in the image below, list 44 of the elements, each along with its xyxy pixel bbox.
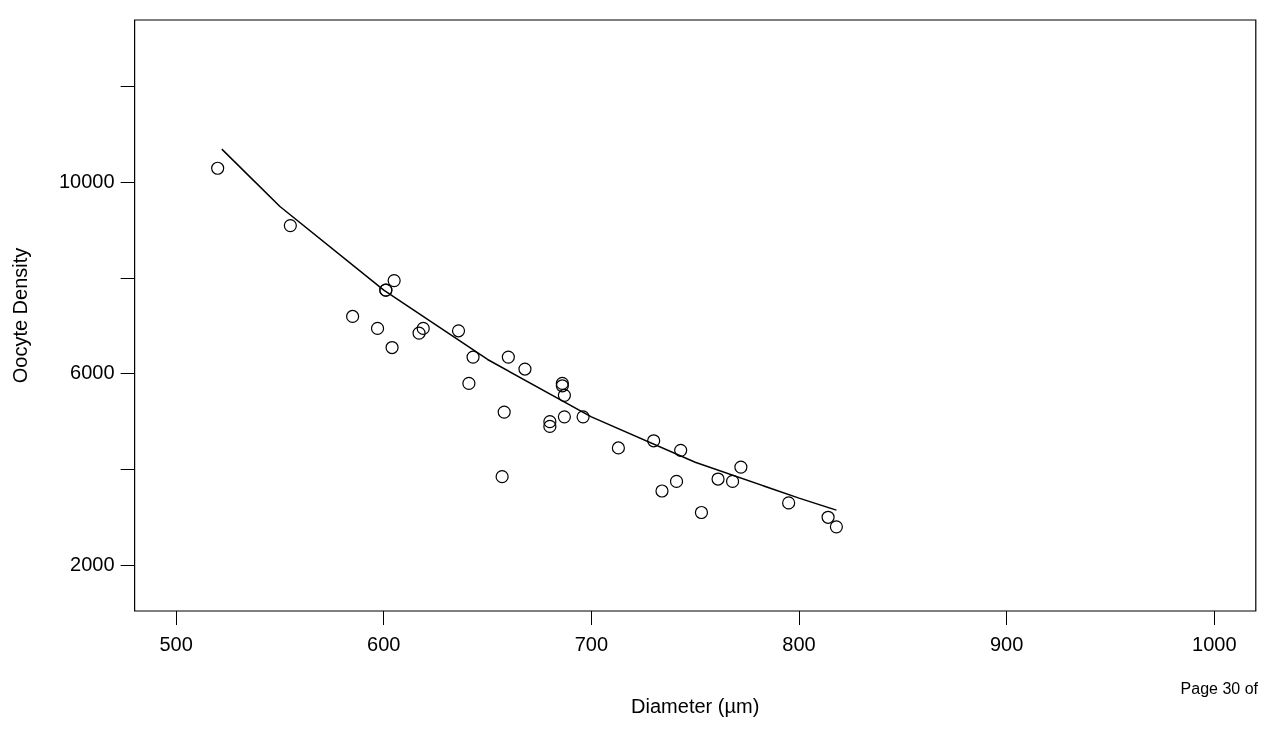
point bbox=[557, 410, 571, 424]
point bbox=[725, 474, 740, 489]
x-tick-label: 600 bbox=[367, 632, 401, 655]
point bbox=[501, 350, 515, 364]
point bbox=[370, 321, 385, 336]
point bbox=[346, 309, 360, 324]
point bbox=[674, 443, 688, 457]
point bbox=[416, 321, 430, 336]
point bbox=[829, 520, 843, 534]
point bbox=[385, 340, 399, 355]
x-tick-label: 800 bbox=[782, 632, 816, 655]
y-tick-label: 6000 bbox=[70, 361, 115, 384]
point bbox=[412, 326, 426, 340]
point bbox=[543, 415, 557, 429]
x-axis-title: Diameter (µm) bbox=[631, 694, 760, 717]
point bbox=[211, 161, 225, 175]
point bbox=[497, 405, 511, 419]
y-tick-label: 2000 bbox=[70, 552, 115, 575]
point bbox=[466, 350, 480, 364]
point bbox=[821, 510, 835, 524]
point bbox=[495, 470, 509, 484]
x-tick-label: 700 bbox=[574, 632, 609, 655]
point bbox=[451, 324, 466, 338]
point bbox=[694, 505, 709, 520]
y-tick-label: 10000 bbox=[58, 170, 115, 193]
point bbox=[576, 410, 590, 424]
point bbox=[711, 472, 725, 486]
point bbox=[557, 388, 571, 402]
point bbox=[518, 362, 532, 376]
text: Page 30 of bbox=[1180, 680, 1259, 698]
point bbox=[283, 219, 297, 233]
y-axis-title: Oocyte Density bbox=[8, 247, 31, 384]
point bbox=[782, 496, 796, 510]
x-tick-label: 500 bbox=[159, 632, 193, 655]
point bbox=[543, 419, 557, 434]
point bbox=[462, 376, 476, 390]
point bbox=[669, 474, 684, 489]
x-tick-label: 900 bbox=[989, 632, 1024, 655]
point bbox=[387, 274, 401, 288]
point bbox=[611, 441, 625, 455]
x-tick-label: 1000 bbox=[1192, 632, 1237, 655]
point bbox=[734, 460, 748, 474]
point bbox=[655, 484, 669, 498]
point bbox=[647, 434, 661, 448]
